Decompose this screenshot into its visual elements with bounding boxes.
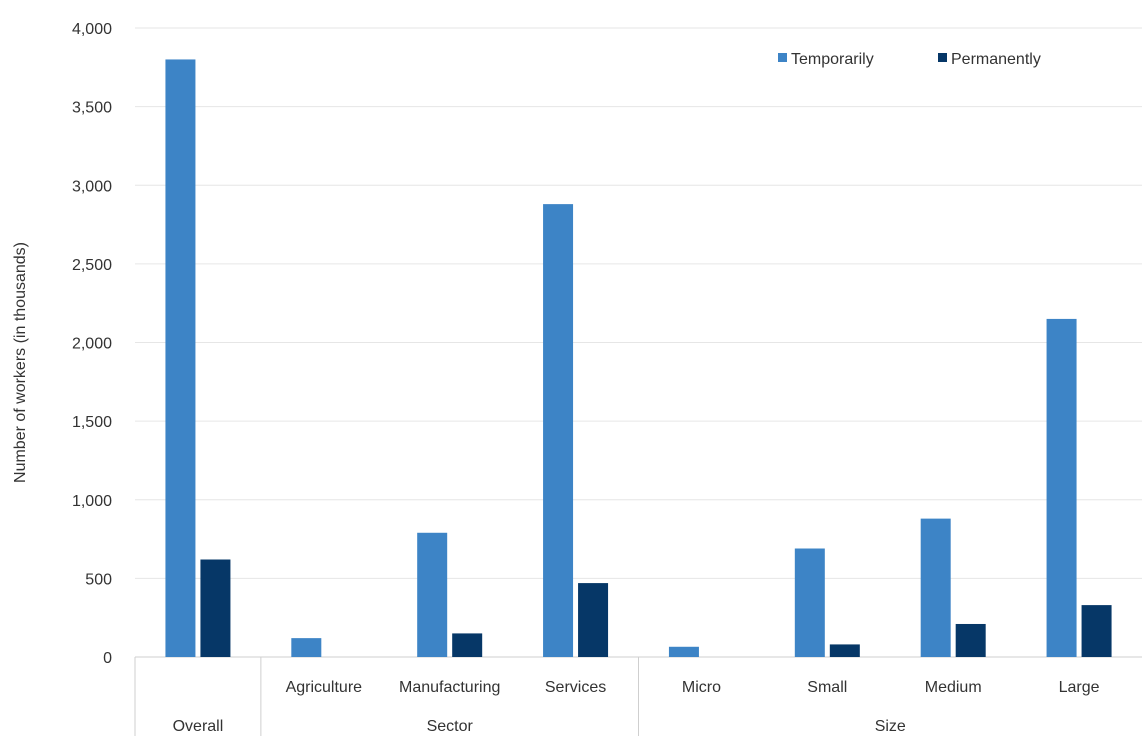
legend: Temporarily Permanently [778,51,1041,68]
x-tick-label: Micro [682,679,721,696]
group-label: Sector [427,718,474,735]
bar-permanently-overall [200,559,231,657]
bar-temporarily-large [1046,318,1077,657]
x-tick-label: Small [807,679,847,696]
bar-permanently-manufacturing [452,633,483,657]
bar-permanently-large [1081,605,1112,657]
y-tick-label: 1,000 [72,493,112,510]
legend-swatch [938,53,947,62]
bar-permanently-services [578,583,609,657]
y-tick-label: 2,500 [72,257,112,274]
y-tick-label: 3,500 [72,100,112,117]
legend-label: Permanently [951,51,1041,68]
bar-permanently-small [829,644,860,657]
y-tick-label: 0 [103,650,112,667]
y-axis: 0 500 1,000 1,500 2,000 2,500 3,000 3,500 4,000 [72,21,112,667]
bar-temporarily-medium [920,518,951,657]
x-tick-label: Large [1059,679,1100,696]
bar-permanently-medium [955,623,986,657]
bar-temporarily-micro [668,646,699,657]
y-tick-label: 3,000 [72,178,112,195]
bar-temporarily-small [794,548,825,657]
legend-label: Temporarily [791,51,874,68]
y-axis-title: Number of workers (in thousands) [12,242,29,483]
x-tick-label: Manufacturing [399,679,500,696]
gridlines [135,27,1142,658]
y-tick-label: 1,500 [72,414,112,431]
bar-temporarily-manufacturing [417,532,448,657]
bars [165,59,1112,657]
x-tick-label: Services [545,679,606,696]
bar-temporarily-overall [165,59,196,657]
x-tick-label: Agriculture [286,679,363,696]
bar-temporarily-services [543,204,574,657]
group-label: Overall [173,718,224,735]
y-tick-label: 2,000 [72,336,112,353]
y-tick-label: 500 [85,571,112,588]
group-label: Size [875,718,906,735]
x-axis: Agriculture Manufacturing Services Micro Sma… [134,657,1100,736]
x-tick-label: Medium [925,679,982,696]
y-tick-label: 4,000 [72,21,112,38]
bar-temporarily-agriculture [291,638,322,657]
legend-swatch [778,53,787,62]
